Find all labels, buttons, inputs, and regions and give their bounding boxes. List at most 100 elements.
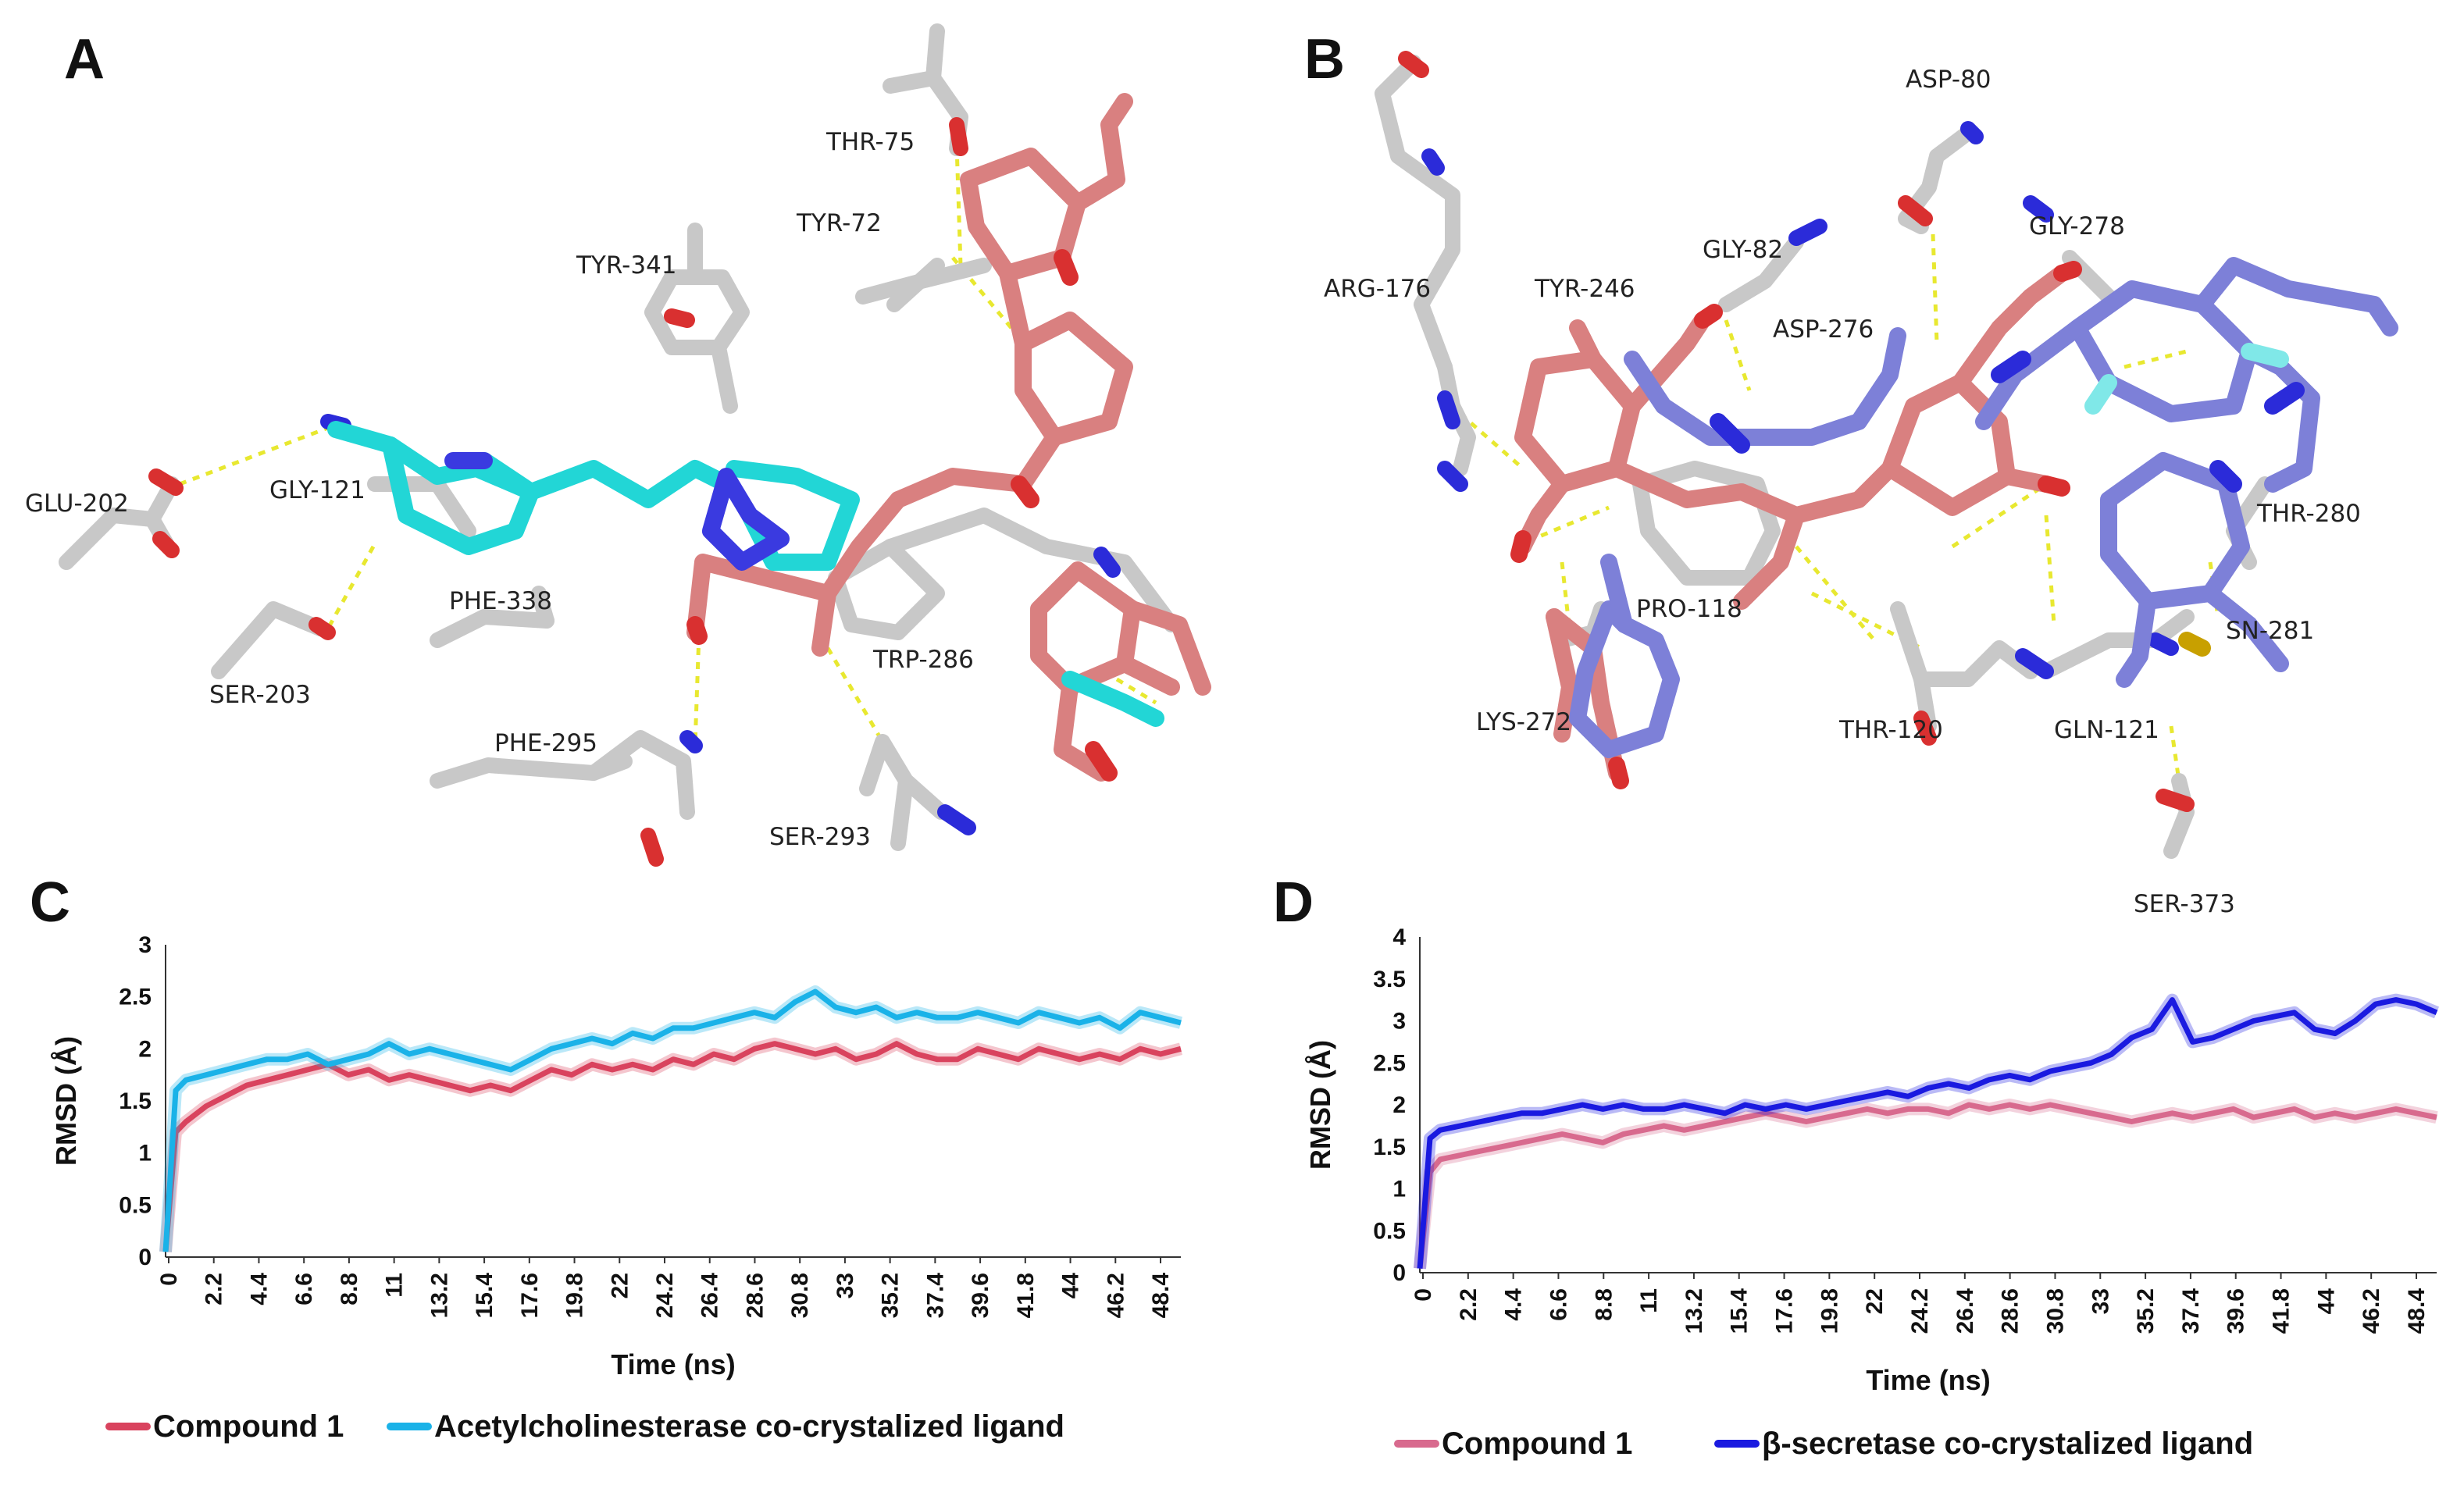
y-tick-label: 0 <box>1392 1260 1406 1286</box>
y-tick-label: 4 <box>1392 924 1406 950</box>
x-axis-title: Time (ns) <box>611 1348 735 1380</box>
x-tick-label: 22 <box>607 1273 633 1298</box>
x-tick-label: 26.4 <box>697 1273 723 1319</box>
series-line-2 <box>1417 997 2438 1269</box>
x-tick-label: 46.2 <box>2359 1288 2384 1334</box>
y-tick-label: 2.5 <box>1373 1050 1406 1076</box>
x-tick-label: 24.2 <box>1907 1288 1933 1334</box>
x-tick-label: 41.8 <box>1013 1273 1039 1318</box>
panel-a-hbonds <box>179 144 1157 746</box>
label-thr-75: THR-75 <box>825 128 915 156</box>
y-tick-label: 3 <box>1392 1009 1406 1035</box>
panel-b-residue-labels: ASP-80 ARG-176 GLY-82 GLY-278 TYR-246 AS… <box>1324 66 2361 918</box>
x-tick-label: 28.6 <box>1998 1288 2024 1334</box>
panel-d-rmsd-chart: D 0 0.5 1 1.5 2 2.5 3 3.5 4 0 2.2 4.4 6.6 8.8 11 13.2 15… <box>1273 871 2440 1461</box>
x-tick-label: 39.6 <box>968 1273 993 1318</box>
panel-a-docking-image: A <box>25 23 1211 867</box>
label-tyr-341: TYR-341 <box>576 251 677 280</box>
label-asp-80: ASP-80 <box>1906 66 1992 94</box>
chart-c: 0 0.5 1 1.5 2 2.5 3 0 2.2 4.4 6.6 8.8 11 13.2 15.4 17.6… <box>50 932 1182 1444</box>
y-tick-label: 1 <box>138 1141 152 1167</box>
x-axis-title: Time (ns) <box>1866 1364 1990 1396</box>
panel-b-ligand-compound-1 <box>1514 265 2070 782</box>
legend-label-2: β-secretase co-crystalized ligand <box>1762 1427 2253 1461</box>
label-ser-203: SER-203 <box>209 681 311 709</box>
y-tick-label: 1.5 <box>119 1088 152 1114</box>
y-tick-label: 2.5 <box>119 985 152 1010</box>
y-tick-label: 2 <box>138 1036 152 1062</box>
x-tick-label: 22 <box>1862 1288 1888 1314</box>
y-tick-label: 0.5 <box>119 1192 152 1218</box>
x-tick-label: 2.2 <box>201 1273 227 1305</box>
panel-a-ligand-nitrogen <box>444 452 790 571</box>
x-tick-label: 19.8 <box>562 1273 588 1318</box>
series-line-1 <box>1417 1102 2437 1269</box>
x-tick-label: 35.2 <box>2133 1288 2159 1334</box>
x-tick-label: 17.6 <box>1772 1288 1798 1334</box>
x-tick-label: 6.6 <box>291 1273 317 1305</box>
label-glu-202: GLU-202 <box>25 490 129 518</box>
label-gly-278: GLY-278 <box>2029 212 2125 240</box>
label-pro-118: PRO-118 <box>1636 595 1742 623</box>
x-tick-label: 48.4 <box>2404 1288 2430 1334</box>
label-phe-338: PHE-338 <box>449 587 552 615</box>
label-thr-280: THR-280 <box>2256 500 2361 528</box>
x-tick-label: 30.8 <box>2042 1288 2068 1334</box>
panel-a-ligand-oxygen <box>686 249 1118 782</box>
chart-d: 0 0.5 1 1.5 2 2.5 3 3.5 4 0 2.2 4.4 6.6 8.8 11 13.2 15.4… <box>1304 924 2440 1461</box>
legend-label-2: Acetylcholinesterase co-crystalized liga… <box>434 1409 1064 1444</box>
y-tick-label: 1 <box>1392 1177 1406 1202</box>
x-tick-label: 35.2 <box>878 1273 904 1318</box>
label-tyr-246: TYR-246 <box>1534 275 1635 303</box>
x-tick-label: 28.6 <box>742 1273 768 1318</box>
x-tick-label: 44 <box>1058 1273 1084 1299</box>
label-gln-121: GLN-121 <box>2054 716 2159 744</box>
panel-a-residues <box>59 23 1179 851</box>
panel-b-oxygen-atoms <box>1398 51 2195 812</box>
x-tick-label: 17.6 <box>517 1273 543 1318</box>
x-tick-label: 13.2 <box>426 1273 452 1318</box>
panel-a-ligand-reference <box>327 421 1164 727</box>
x-tick-label: 11 <box>382 1273 408 1298</box>
x-tick-label: 0 <box>1410 1288 1436 1302</box>
x-tick-label: 13.2 <box>1681 1288 1707 1334</box>
x-tick-label: 26.4 <box>1952 1288 1978 1334</box>
label-ser-373: SER-373 <box>2134 890 2235 918</box>
panel-a-oxygen-atoms <box>148 117 968 867</box>
x-tick-label: 41.8 <box>2269 1288 2295 1334</box>
x-tick-label: 24.2 <box>652 1273 678 1318</box>
series-halo-1 <box>159 1037 1182 1252</box>
panel-b-ligand-nitrogen <box>1710 351 2305 493</box>
panel-letter-c: C <box>30 871 70 934</box>
y-tick-label: 0 <box>138 1245 152 1270</box>
x-tick-label: 15.4 <box>1727 1288 1753 1334</box>
label-sn-281: SN-281 <box>2226 617 2314 645</box>
panel-b-ligand-oxygen <box>1510 261 2082 789</box>
y-axis-title: RMSD (Å) <box>50 1036 82 1166</box>
y-tick-label: 2 <box>1392 1092 1406 1118</box>
label-ser-293: SER-293 <box>769 823 871 851</box>
y-tick-label: 1.5 <box>1373 1134 1406 1160</box>
label-gly-82: GLY-82 <box>1703 236 1783 264</box>
x-tick-label: 44 <box>2313 1288 2339 1315</box>
panel-a-ligand-compound-1 <box>686 93 1211 782</box>
x-tick-label: 30.8 <box>787 1273 813 1318</box>
series-halo-1 <box>1414 1099 2438 1270</box>
label-thr-120: THR-120 <box>1838 716 1943 744</box>
y-axis-title: RMSD (Å) <box>1304 1040 1336 1170</box>
panel-b-sulfur-atom <box>2178 632 2211 657</box>
x-tick-label: 6.6 <box>1546 1288 1571 1321</box>
y-tick-label: 3 <box>138 932 152 958</box>
legend-label-1: Compound 1 <box>1442 1427 1632 1461</box>
x-tick-label: 48.4 <box>1148 1273 1174 1319</box>
panel-a-residue-labels: THR-75 TYR-72 TYR-341 GLU-202 GLY-121 PH… <box>25 128 974 851</box>
panel-letter-d: D <box>1273 871 1314 934</box>
x-tick-label: 46.2 <box>1103 1273 1129 1318</box>
y-tick-label: 0.5 <box>1373 1218 1406 1244</box>
x-tick-label: 33 <box>2088 1288 2113 1314</box>
x-tick-label: 33 <box>833 1273 858 1298</box>
panel-b-nitrogen-atoms <box>1421 121 2179 679</box>
x-tick-label: 2.2 <box>1456 1288 1482 1321</box>
panel-b-docking-image: B <box>1304 28 2398 918</box>
